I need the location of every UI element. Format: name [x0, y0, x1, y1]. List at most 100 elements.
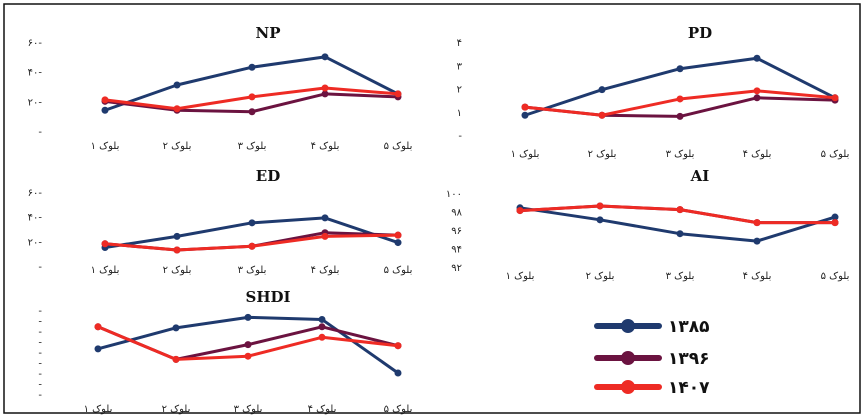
data-point [248, 108, 256, 116]
data-point [753, 219, 761, 227]
y-tick-label: - [38, 348, 42, 359]
x-category-label: بلوک ۴ [308, 404, 337, 415]
y-tick-label: - [38, 390, 42, 401]
x-category-label: بلوک ۳ [234, 404, 263, 415]
y-tick-label: ۶۰- [28, 38, 43, 49]
data-point [321, 84, 329, 92]
data-point [173, 105, 181, 113]
x-category-label: بلوک ۱ [91, 265, 120, 276]
panel-ai: AI ۹۲ ۹۴ ۹۶ ۹۸ ۱۰۰ بلوک ۱ بلوک ۲ بلوک ۳ بلوک ۴ ب… [446, 167, 850, 282]
data-point [173, 81, 181, 89]
y-tick-label: ۹۲ [451, 263, 462, 274]
data-point [94, 345, 102, 353]
figure-frame [3, 3, 861, 414]
data-point [676, 230, 684, 238]
x-category-label: بلوک ۲ [163, 141, 192, 152]
x-category-label: بلوک ۳ [238, 265, 267, 276]
data-point [101, 96, 109, 104]
data-point [676, 65, 684, 73]
data-point [172, 324, 180, 332]
x-category-label: بلوک ۲ [163, 265, 192, 276]
y-tick-label: ۳ [457, 61, 463, 72]
data-point [101, 106, 109, 114]
x-category-label: بلوک ۵ [384, 141, 413, 152]
data-point [248, 93, 256, 101]
data-point [321, 214, 329, 222]
data-point [94, 323, 102, 331]
y-tick-label: ۲۰- [28, 237, 43, 248]
y-tick-label: - [38, 338, 42, 349]
legend-item-1407: ۱۴۰۷ [594, 378, 710, 398]
y-tick-label: - [38, 127, 42, 138]
data-point [753, 94, 761, 102]
data-point [598, 86, 606, 94]
data-point [318, 315, 326, 323]
x-category-label: بلوک ۳ [238, 141, 267, 152]
data-point [394, 369, 402, 377]
x-category-label: بلوک ۱ [511, 149, 540, 160]
data-point [321, 53, 329, 61]
panel-title: ED [256, 167, 280, 185]
x-category-label: بلوک ۴ [743, 271, 772, 282]
legend-item-1385: ۱۳۸۵ [594, 317, 710, 337]
x-category-label: بلوک ۲ [586, 271, 615, 282]
legend: ۱۳۸۵ ۱۳۹۶ ۱۴۰۷ [594, 317, 710, 398]
data-point [394, 90, 402, 98]
data-point [676, 206, 684, 214]
y-tick-label: ۴۰- [28, 213, 43, 224]
y-tick-label: ۱ [457, 108, 462, 119]
data-point [598, 111, 606, 119]
x-category-label: بلوک ۵ [821, 149, 850, 160]
data-point [753, 54, 761, 62]
x-category-label: بلوک ۳ [666, 149, 695, 160]
legend-label: ۱۴۰۷ [668, 378, 710, 398]
y-tick-label: ۱۰۰ [446, 189, 462, 200]
x-category-label: بلوک ۱ [506, 271, 535, 282]
legend-item-1396: ۱۳۹۶ [594, 349, 710, 369]
y-tick-label: ۲ [457, 85, 462, 96]
data-point [248, 63, 256, 71]
panel-title: SHDI [245, 288, 290, 306]
data-point [516, 207, 524, 215]
data-point [676, 95, 684, 103]
legend-label: ۱۳۹۶ [668, 349, 710, 369]
data-point [172, 355, 180, 363]
data-point [831, 219, 839, 227]
data-point [394, 342, 402, 350]
data-point [521, 111, 529, 119]
data-point [244, 352, 252, 360]
data-point [321, 232, 329, 240]
legend-swatch-marker [621, 351, 635, 365]
x-category-label: بلوک ۳ [666, 271, 695, 282]
y-tick-label: ۹۶ [451, 226, 462, 237]
data-point [394, 239, 402, 247]
x-category-label: بلوک ۴ [311, 265, 340, 276]
y-tick-label: ۹۸ [451, 208, 462, 219]
data-point [321, 90, 329, 98]
y-tick-label: - [458, 131, 462, 142]
y-tick-label: ۴۰- [28, 68, 43, 79]
y-tick-label: ۶۰- [28, 188, 43, 199]
data-point [318, 323, 326, 331]
data-point [244, 341, 252, 349]
x-category-label: بلوک ۱ [84, 404, 113, 415]
y-tick-label: - [38, 380, 42, 391]
data-point [244, 313, 252, 321]
data-point [173, 246, 181, 254]
y-tick-label: ۲۰- [28, 97, 43, 108]
y-tick-label: ۹۴ [451, 245, 462, 256]
panel-title: PD [688, 24, 712, 42]
data-point [248, 219, 256, 227]
x-category-label: بلوک ۵ [384, 404, 413, 415]
data-point [101, 240, 109, 248]
data-point [173, 232, 181, 240]
data-point [318, 333, 326, 341]
x-category-label: بلوک ۴ [311, 141, 340, 152]
x-category-label: بلوک ۲ [162, 404, 191, 415]
legend-swatch-marker [621, 380, 635, 394]
data-point [248, 242, 256, 250]
panel-title: AI [690, 167, 710, 185]
panel-ed: ED - ۲۰- ۴۰- ۶۰- بلوک ۱ بلوک ۲ بلوک ۳ بلوک ۴ بل… [28, 167, 413, 276]
